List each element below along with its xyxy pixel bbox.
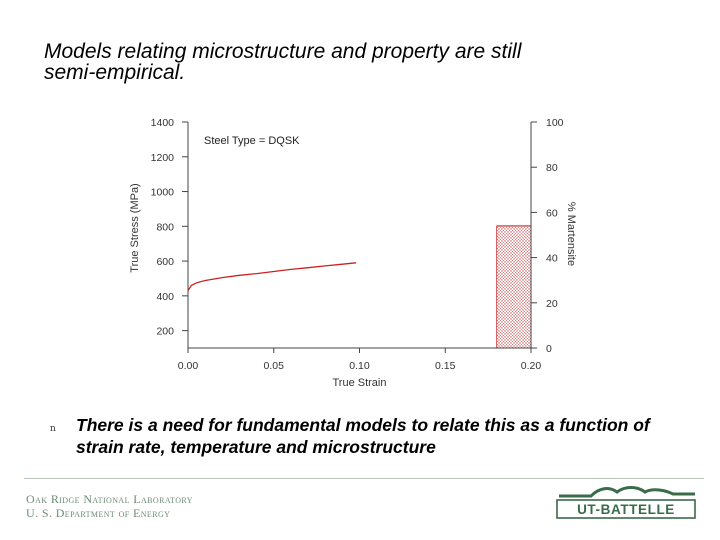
slide-title: Models relating microstructure and prope…	[44, 41, 704, 83]
y2-tick-label-0: 0	[546, 343, 552, 355]
ornl-logo-line-2: U. S. Department of Energy	[26, 506, 171, 520]
ut-battelle-logo-text: UT-BATTELLE	[577, 502, 675, 517]
martensite-bar-0	[496, 225, 532, 349]
y-tick-label-3: 800	[156, 221, 174, 233]
slide-title-line-1: Models relating microstructure and prope…	[44, 40, 522, 63]
y-tick-label-2: 600	[156, 256, 174, 268]
x-tick-label-4: 0.20	[521, 360, 542, 372]
x-tick-label-1: 0.05	[264, 360, 285, 372]
stress-strain-curve-0	[187, 262, 357, 291]
ut-battelle-logo: UT-BATTELLE	[556, 486, 696, 519]
y-tick-label-0: 200	[156, 326, 174, 338]
x-tick-label-3: 0.15	[435, 360, 456, 372]
y2-tick-label-2: 40	[546, 253, 558, 265]
y-tick-label-6: 1400	[151, 117, 175, 129]
y-tick-label-1: 400	[156, 291, 174, 303]
x-axis-label: True Strain	[332, 377, 386, 389]
bullet-text: There is a need for fundamental models t…	[76, 415, 650, 457]
y-tick-label-5: 1200	[151, 152, 175, 164]
x-tick-label-2: 0.10	[349, 360, 370, 372]
ut-battelle-logo-arc	[559, 486, 695, 498]
y2-tick-label-5: 100	[546, 117, 564, 129]
stress-strain-chart: 0.00 0.05 0.10 0.15 0.2020040060080010001200…	[129, 117, 577, 389]
y2-tick-label-3: 60	[546, 207, 558, 219]
y2-tick-label-4: 80	[546, 162, 558, 174]
y2-axis-label: % Martensite	[565, 202, 577, 266]
chart-annotation: Steel Type = DQSK	[204, 135, 300, 147]
bullet-marker: n	[50, 424, 56, 434]
footer-divider	[24, 478, 704, 479]
slide-title-line-2: semi-empirical.	[44, 61, 186, 84]
y-tick-label-4: 1000	[151, 187, 175, 199]
y-axis-label: True Stress (MPa)	[129, 183, 141, 272]
ornl-logo-line-1: Oak Ridge National Laboratory	[26, 492, 193, 506]
ut-battelle-logo-box	[556, 499, 696, 519]
x-tick-label-0: 0.00	[178, 360, 199, 372]
y2-tick-label-1: 20	[546, 298, 558, 310]
